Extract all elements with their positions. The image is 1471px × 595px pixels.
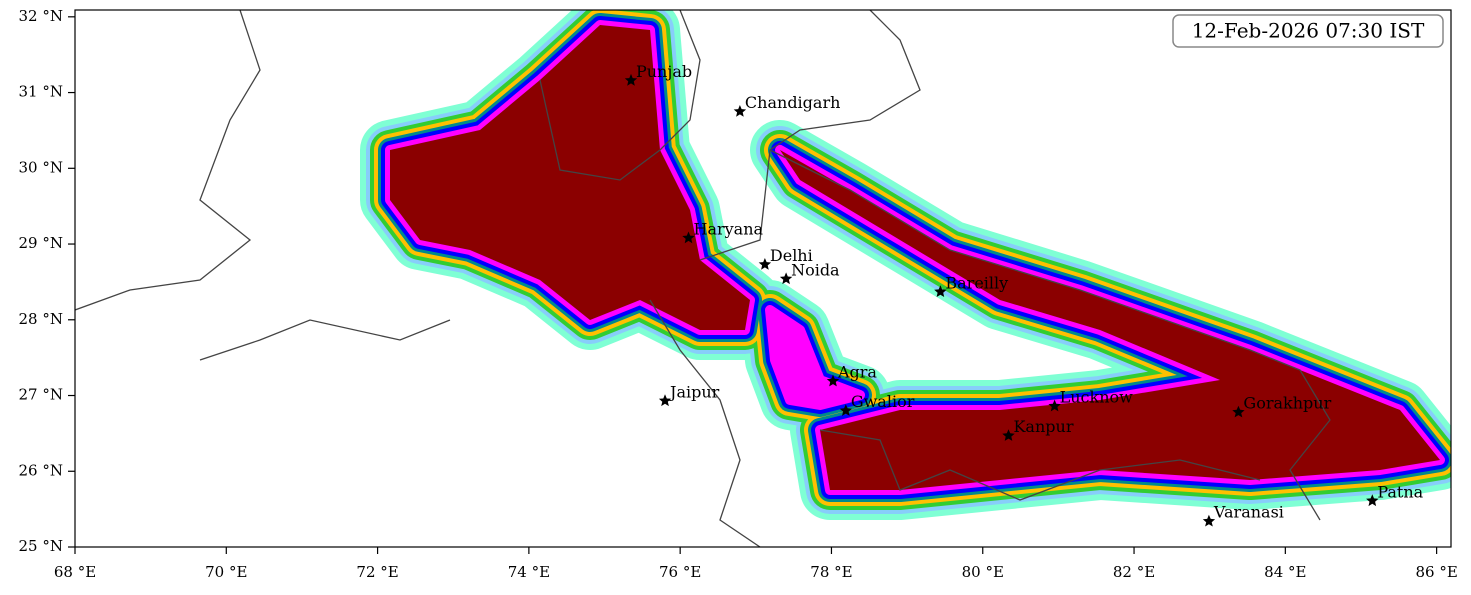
city-marker [779,272,793,285]
city-label: Jaipur [668,382,720,401]
city-label: Noida [791,260,840,279]
city-label: Kanpur [1013,417,1073,436]
x-tick-label: 86 °E [1415,563,1457,581]
city-label: Punjab [636,62,692,81]
city-marker [758,258,772,270]
frame [74,9,1452,548]
city-label: Patna [1377,482,1423,501]
city-label: Gorakhpur [1243,394,1331,413]
x-tick-label: 80 °E [962,563,1004,581]
city-marker [682,231,695,244]
city-marker [733,105,747,117]
city-label: Chandigarh [745,93,840,112]
y-tick-label: 30 °N [19,158,63,176]
y-tick-label: 25 °N [19,537,63,555]
timestamp-frame [1172,14,1444,48]
precipitation [390,25,1440,490]
city-marker [1002,429,1015,441]
x-tick-label: 70 °E [205,563,247,581]
y-tick-label: 26 °N [19,461,63,479]
city-label: Gwalior [851,392,915,411]
x-tick-label: 82 °E [1113,563,1155,581]
x-tick-label: 74 °E [508,563,550,581]
y-tick-label: 28 °N [19,310,63,328]
city-label: Lucknow [1060,388,1134,407]
x-tick-label: 76 °E [659,563,701,581]
city-label: Varanasi [1213,503,1284,522]
y-tick-label: 32 °N [19,7,63,25]
timestamp: 12-Feb-2026 07:30 IST [1192,19,1425,43]
city-marker [1048,399,1061,412]
y-tick-label: 27 °N [19,386,63,404]
city-marker [1366,494,1379,507]
city-marker [826,374,840,387]
city-label: Bareilly [945,273,1008,292]
city-label: Haryana [693,219,763,238]
y-tick-label: 31 °N [19,83,63,101]
city-marker [1202,514,1216,527]
city-marker [839,404,852,416]
city-marker [624,73,638,86]
y-tick-label: 29 °N [19,234,63,252]
city-label: Delhi [770,246,813,265]
city-marker [934,285,947,297]
x-tick-label: 72 °E [356,563,398,581]
timestamp-box: 12-Feb-2026 07:30 IST [1172,14,1444,48]
borders [75,10,1331,547]
x-tick-label: 68 °E [54,563,96,581]
city-label: Agra [837,363,877,382]
city-marker [1232,405,1245,418]
x-tick-label: 84 °E [1264,563,1306,581]
city-marker [658,394,672,407]
x-tick-label: 78 °E [810,563,852,581]
